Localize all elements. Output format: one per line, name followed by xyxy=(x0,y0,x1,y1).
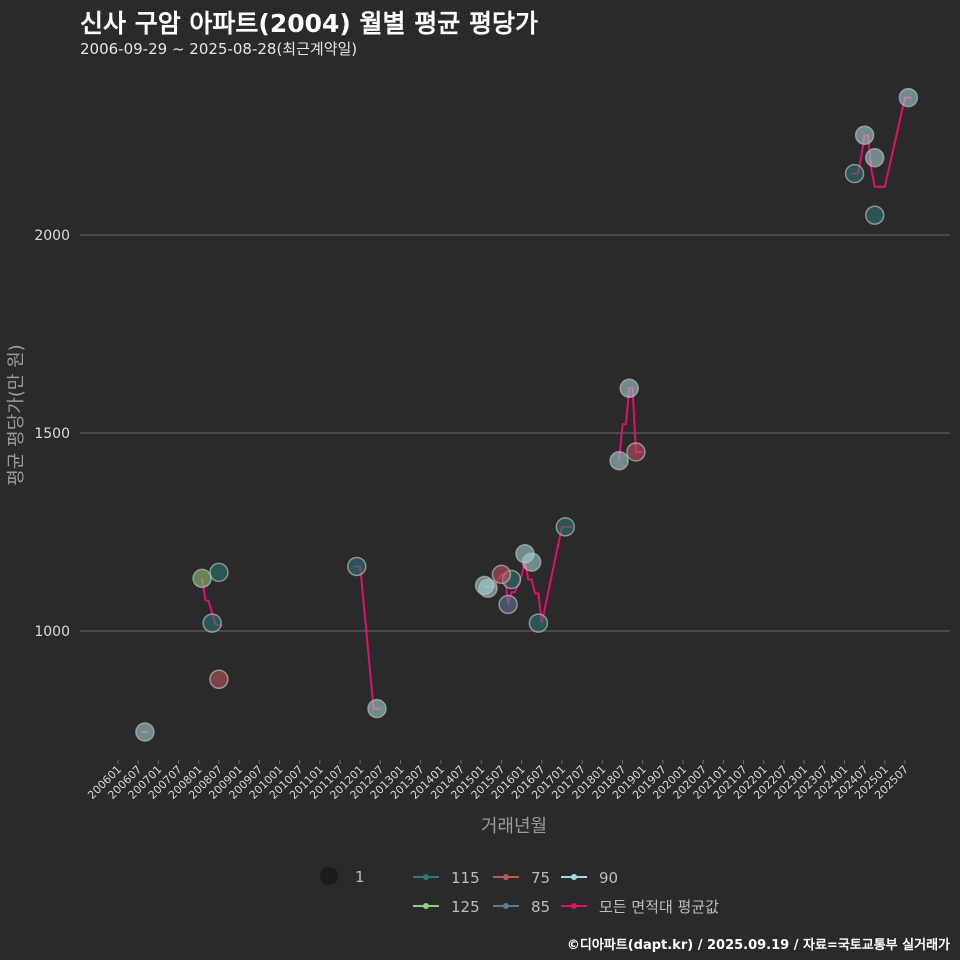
legend-dot-85 xyxy=(503,903,509,909)
point-115-6 xyxy=(555,517,576,537)
x-axis-ticks: 2006012006072007012007072008012008072009… xyxy=(85,760,911,802)
point-75-2 xyxy=(491,564,512,585)
legend: 1 115 75 90 125 85 모든 면적대 평균값 xyxy=(320,867,719,916)
legend-dot-115 xyxy=(423,874,429,880)
point-115-7 xyxy=(844,163,865,184)
legend-dot-125 xyxy=(423,903,429,909)
point-115-8 xyxy=(864,205,885,225)
y-axis-ticks: 1000 1500 2000 xyxy=(34,228,70,640)
chart-title: 신사 구암 아파트(2004) 월별 평균 평당가 xyxy=(80,9,538,38)
point-75-1 xyxy=(209,669,229,690)
legend-label-90: 90 xyxy=(599,869,618,887)
grid-lines xyxy=(80,234,950,632)
y-tick-label-1500: 1500 xyxy=(34,426,70,442)
legend-size-circle xyxy=(320,867,338,885)
legend-label-85: 85 xyxy=(531,898,550,916)
average-line-layer xyxy=(141,96,912,733)
point-90-9 xyxy=(854,125,875,145)
point-90-10 xyxy=(864,148,885,168)
x-axis-title: 거래년월 xyxy=(481,816,547,837)
point-125-1 xyxy=(192,568,212,589)
point-85-1 xyxy=(498,594,518,615)
point-115-5 xyxy=(528,613,549,633)
y-tick-label-2000: 2000 xyxy=(34,228,70,244)
legend-dot-75 xyxy=(503,874,509,880)
point-90-2 xyxy=(367,698,387,719)
average-line-segment-3 xyxy=(353,565,381,710)
point-75-3 xyxy=(626,442,646,462)
point-115-2 xyxy=(202,613,222,633)
chart-subtitle: 2006-09-29 ~ 2025-08-28(최근계약일) xyxy=(80,40,358,58)
legend-size-label: 1 xyxy=(355,868,365,886)
y-axis-title: 평균 평당가(만 원) xyxy=(6,344,27,485)
point-90-6 xyxy=(521,552,542,572)
point-90-4 xyxy=(478,578,498,598)
point-115-3 xyxy=(347,556,367,577)
legend-dot-90 xyxy=(571,874,577,880)
legend-label-115: 115 xyxy=(451,869,480,887)
point-90-7 xyxy=(609,450,629,471)
point-90-1 xyxy=(135,722,155,742)
point-115-1 xyxy=(209,562,229,583)
legend-label-125: 125 xyxy=(451,898,480,916)
legend-dot-avg xyxy=(571,903,577,909)
point-90-11 xyxy=(898,87,919,108)
point-90-8 xyxy=(619,378,639,399)
y-tick-label-1000: 1000 xyxy=(34,624,70,640)
source-caption: ©디아파트(dapt.kr) / 2025.09.19 / 자료=국토교통부 실… xyxy=(566,938,950,953)
legend-label-75: 75 xyxy=(531,869,550,887)
legend-label-avg: 모든 면적대 평균값 xyxy=(599,898,719,916)
points-layer xyxy=(135,87,919,742)
